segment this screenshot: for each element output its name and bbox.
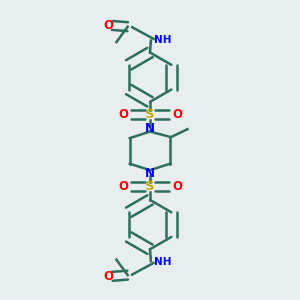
- Text: O: O: [118, 108, 128, 122]
- Text: O: O: [103, 270, 113, 283]
- Text: S: S: [145, 108, 155, 122]
- Text: O: O: [172, 180, 182, 194]
- Text: N: N: [145, 167, 155, 180]
- Text: O: O: [172, 108, 182, 122]
- Text: O: O: [103, 19, 113, 32]
- Text: O: O: [118, 180, 128, 194]
- Text: NH: NH: [154, 257, 172, 267]
- Text: S: S: [145, 180, 155, 194]
- Text: N: N: [145, 122, 155, 135]
- Text: NH: NH: [154, 35, 172, 45]
